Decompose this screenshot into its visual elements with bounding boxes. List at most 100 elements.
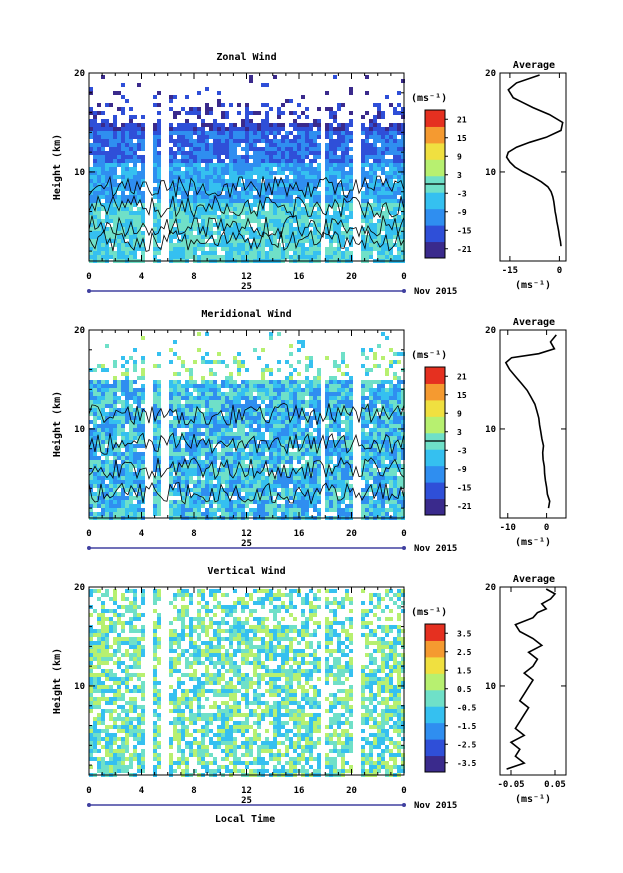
heatmap-cell — [233, 356, 237, 360]
heatmap-cell — [289, 255, 293, 259]
heatmap-cell — [261, 123, 265, 127]
heatmap-cell — [381, 247, 385, 251]
heatmap-cell — [153, 155, 157, 159]
heatmap-cell — [225, 460, 229, 464]
heatmap-cell — [273, 436, 277, 440]
heatmap-cell — [373, 163, 377, 167]
heatmap-cell — [189, 368, 193, 372]
heatmap-cell — [137, 223, 141, 227]
heatmap-cell — [301, 227, 305, 231]
heatmap-cell — [281, 215, 285, 219]
heatmap-cell — [105, 231, 109, 235]
heatmap-cell — [125, 476, 129, 480]
heatmap-cell — [201, 179, 205, 183]
heatmap-cell — [229, 492, 233, 496]
heatmap-cell — [333, 396, 337, 400]
heatmap-cell — [233, 452, 237, 456]
heatmap-cell — [205, 436, 209, 440]
heatmap-cell — [365, 191, 369, 195]
heatmap-cell — [173, 340, 177, 344]
heatmap-cell — [117, 480, 121, 484]
heatmap-cell — [329, 243, 333, 247]
heatmap-cell — [229, 468, 233, 472]
heatmap-cell — [97, 364, 101, 368]
heatmap-cell — [157, 512, 161, 516]
heatmap-cell — [305, 424, 309, 428]
heatmap-cell — [241, 167, 245, 171]
heatmap-cell — [361, 143, 365, 147]
heatmap-cell — [309, 392, 313, 396]
heatmap-cell — [177, 452, 181, 456]
heatmap-cell — [385, 215, 389, 219]
heatmap-cell — [197, 239, 201, 243]
heatmap-cell — [113, 392, 117, 396]
heatmap-cell — [253, 412, 257, 416]
heatmap-cell — [221, 171, 225, 175]
heatmap-cell — [97, 219, 101, 223]
heatmap-cell — [157, 508, 161, 512]
heatmap-cell — [117, 452, 121, 456]
heatmap-cell — [317, 452, 321, 456]
heatmap-cell — [101, 119, 105, 123]
heatmap-cell — [233, 420, 237, 424]
heatmap-cell — [333, 211, 337, 215]
heatmap-cell — [205, 143, 209, 147]
heatmap-cell — [105, 404, 109, 408]
heatmap-cell — [401, 167, 405, 171]
heatmap-cell — [273, 235, 277, 239]
heatmap-cell — [293, 424, 297, 428]
heatmap-cell — [237, 195, 241, 199]
heatmap-cell — [373, 131, 377, 135]
heatmap-cell — [261, 251, 265, 255]
heatmap-cell — [273, 444, 277, 448]
heatmap-cell — [285, 396, 289, 400]
heatmap-cell — [265, 424, 269, 428]
heatmap-cell — [329, 452, 333, 456]
heatmap-cell — [337, 444, 341, 448]
heatmap-cell — [157, 175, 161, 179]
heatmap-cell — [153, 512, 157, 516]
heatmap-cell — [377, 364, 381, 368]
heatmap-cell — [309, 404, 313, 408]
heatmap-cell — [185, 235, 189, 239]
heatmap-cell — [157, 223, 161, 227]
heatmap-cell — [337, 155, 341, 159]
heatmap-cell — [277, 480, 281, 484]
heatmap-cell — [101, 504, 105, 508]
heatmap-cell — [209, 231, 213, 235]
heatmap-cell — [157, 179, 161, 183]
heatmap-cell — [381, 219, 385, 223]
heatmap-cell — [373, 155, 377, 159]
heatmap-cell — [297, 123, 301, 127]
heatmap-cell — [309, 235, 313, 239]
heatmap-cell — [317, 396, 321, 400]
colorbar-segment — [425, 208, 445, 226]
heatmap-cell — [257, 384, 261, 388]
heatmap-cell — [329, 123, 333, 127]
heatmap-cell — [209, 127, 213, 131]
heatmap-cell — [141, 372, 145, 376]
heatmap-cell — [337, 400, 341, 404]
heatmap-cell — [377, 195, 381, 199]
heatmap-cell — [217, 191, 221, 195]
heatmap-cell — [261, 167, 265, 171]
y-axis-label: Height (km) — [51, 134, 63, 200]
heatmap-cell — [193, 432, 197, 436]
heatmap-cell — [117, 476, 121, 480]
heatmap-cell — [305, 436, 309, 440]
heatmap-cell — [249, 488, 253, 492]
heatmap-cell — [253, 147, 257, 151]
heatmap-cell — [181, 227, 185, 231]
heatmap-cell — [345, 175, 349, 179]
heatmap-cell — [381, 227, 385, 231]
heatmap-cell — [269, 207, 273, 211]
heatmap-cell — [337, 183, 341, 187]
heatmap-cell — [253, 195, 257, 199]
heatmap-cell — [365, 440, 369, 444]
heatmap-cell — [185, 432, 189, 436]
heatmap-cell — [97, 404, 101, 408]
heatmap-cell — [325, 131, 329, 135]
heatmap-cell — [157, 456, 161, 460]
heatmap-cell — [297, 412, 301, 416]
heatmap-cell — [237, 155, 241, 159]
